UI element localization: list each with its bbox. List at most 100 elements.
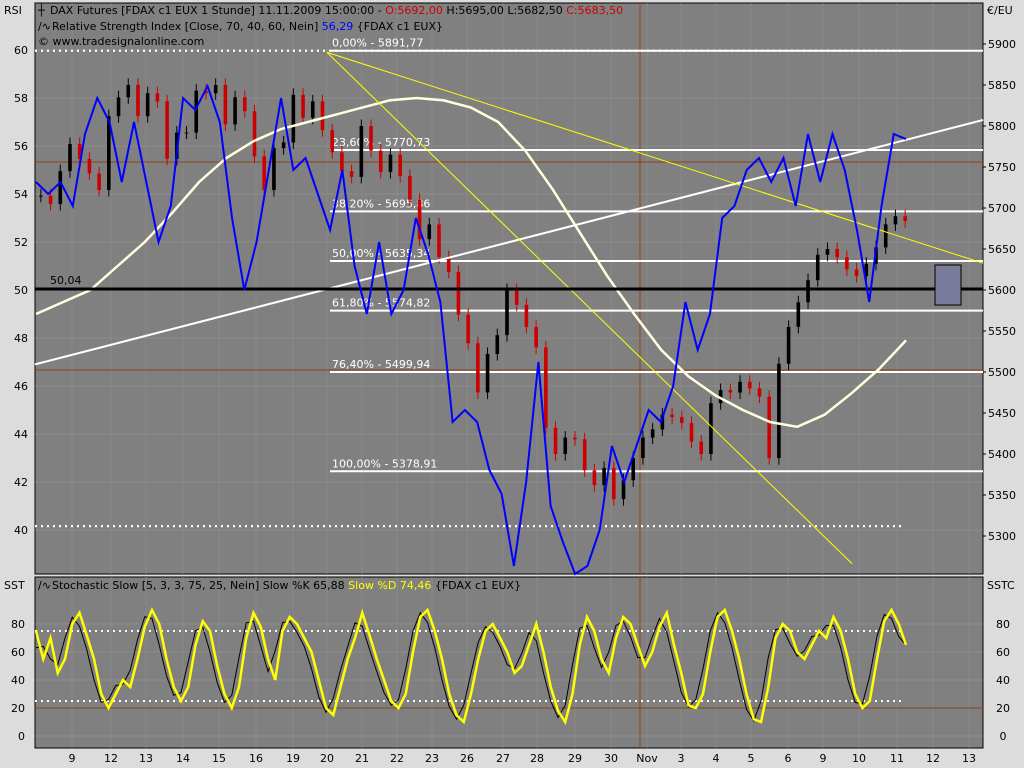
price-bar-body xyxy=(660,414,665,430)
stoch-axis-label: SST xyxy=(4,579,25,592)
price-bar-body xyxy=(573,437,577,440)
price-bar-body xyxy=(301,94,305,118)
rsi-title-line: Relative Strength Index [Close, 70, 40, … xyxy=(52,20,443,33)
projection-box xyxy=(934,264,962,306)
price-bar-body xyxy=(728,390,733,393)
price-bar-body xyxy=(369,126,373,151)
stoch-tick-label-right: 40 xyxy=(996,674,1010,687)
time-tick-label: 26 xyxy=(460,752,474,765)
time-tick-label: 14 xyxy=(176,752,190,765)
stoch-tick-label: 0 xyxy=(18,730,25,743)
time-tick-label: Nov xyxy=(636,752,658,765)
rsi-line xyxy=(35,83,907,576)
chart-title-line: DAX Futures [FDAX c1 EUX 1 Stunde] 11.11… xyxy=(50,4,623,17)
price-tick-label: 5850 xyxy=(988,79,1016,92)
price-bar-body xyxy=(757,388,762,397)
fib-level-label: 76,40% - 5499,94 xyxy=(332,358,430,371)
price-tick-label: 5600 xyxy=(988,284,1016,297)
rsi-tick-label: 46 xyxy=(14,380,28,393)
rsi-tick-label: 40 xyxy=(14,524,28,537)
fib-level-label: 100,00% - 5378,91 xyxy=(332,457,437,470)
time-tick-label: 20 xyxy=(320,752,334,765)
time-tick-label: 15 xyxy=(212,752,226,765)
price-bar-body xyxy=(77,144,82,159)
price-bar-body xyxy=(116,97,121,117)
price-bar-body xyxy=(456,271,461,315)
price-bar-body xyxy=(495,335,500,354)
price-bar-body xyxy=(679,417,684,423)
price-bar-body xyxy=(281,142,286,149)
stoch-tick-label-right: 20 xyxy=(996,702,1010,715)
price-bar-body xyxy=(553,427,558,454)
price-bar-body xyxy=(806,280,810,303)
stochastic-plot-area xyxy=(34,576,984,749)
price-bar-body xyxy=(213,85,218,94)
price-bar-body xyxy=(582,439,587,471)
time-tick-label: 5 xyxy=(748,752,755,765)
price-bar-body xyxy=(145,93,150,117)
price-bar-body xyxy=(602,467,606,486)
price-bar-body xyxy=(777,363,781,459)
price-bar-body xyxy=(786,326,791,364)
price-bar-body xyxy=(68,144,72,172)
price-bar-body xyxy=(650,429,655,438)
price-bar-body xyxy=(349,171,354,177)
price-bar-body xyxy=(291,94,296,143)
price-axis-label: €/EU xyxy=(987,4,1013,17)
price-tick-label: 5750 xyxy=(988,161,1016,174)
price-bar-body xyxy=(437,224,441,258)
time-tick-label: 22 xyxy=(390,752,404,765)
price-bar-body xyxy=(39,195,43,197)
rsi-tick-label: 52 xyxy=(14,236,28,249)
rsi-axis-label: RSI xyxy=(4,4,22,17)
price-bar-body xyxy=(845,257,849,270)
price-bar-body xyxy=(903,216,907,222)
stoch-axis-label-right: SSTC xyxy=(987,579,1015,592)
time-tick-label: 16 xyxy=(249,752,263,765)
trendline-falling-resistance-long xyxy=(326,51,984,264)
price-bar-body xyxy=(864,263,869,277)
price-bar-body xyxy=(58,171,63,204)
price-bar-body xyxy=(485,353,490,393)
price-bar-body xyxy=(621,480,626,500)
price-bar-body xyxy=(252,111,257,157)
price-bar-body xyxy=(340,152,344,172)
stoch-tick-label: 80 xyxy=(11,618,25,631)
stoch-indicator-icon: ∕∿ xyxy=(38,579,51,592)
time-tick-label: 21 xyxy=(355,752,369,765)
price-bar-body xyxy=(631,458,636,481)
time-tick-label: 27 xyxy=(496,752,510,765)
stoch-tick-label: 60 xyxy=(11,646,25,659)
rsi-tick-label: 58 xyxy=(14,92,28,105)
time-tick-label: 13 xyxy=(139,752,153,765)
price-bar-body xyxy=(641,437,645,459)
price-bar-body xyxy=(223,85,228,125)
stoch-tick-label-right: 60 xyxy=(996,646,1010,659)
price-bar-body xyxy=(514,290,519,305)
price-bar-body xyxy=(883,224,888,248)
price-bar-body xyxy=(505,290,509,336)
time-tick-label: 28 xyxy=(530,752,544,765)
price-tick-label: 5900 xyxy=(988,38,1016,51)
time-tick-label: 3 xyxy=(678,752,685,765)
price-bar-body xyxy=(738,381,742,393)
price-tick-label: 5800 xyxy=(988,120,1016,133)
time-tick-label: 13 xyxy=(962,752,976,765)
price-bar-body xyxy=(718,390,723,404)
price-bar-body xyxy=(330,130,334,153)
indicator-icon: ∕∿ xyxy=(38,20,51,33)
price-tick-label: 5400 xyxy=(988,448,1016,461)
stoch-tick-label-right: 80 xyxy=(996,618,1010,631)
price-bar-body xyxy=(854,269,859,277)
price-bar-body xyxy=(136,85,140,117)
time-tick-label: 19 xyxy=(286,752,300,765)
time-tick-label: 12 xyxy=(926,752,940,765)
rsi-tick-label: 60 xyxy=(14,44,28,57)
price-bar-body xyxy=(670,414,674,418)
price-bar-body xyxy=(524,304,529,327)
price-bar-body xyxy=(408,176,412,200)
price-bar-body xyxy=(107,116,111,190)
time-tick-label: 9 xyxy=(820,752,827,765)
